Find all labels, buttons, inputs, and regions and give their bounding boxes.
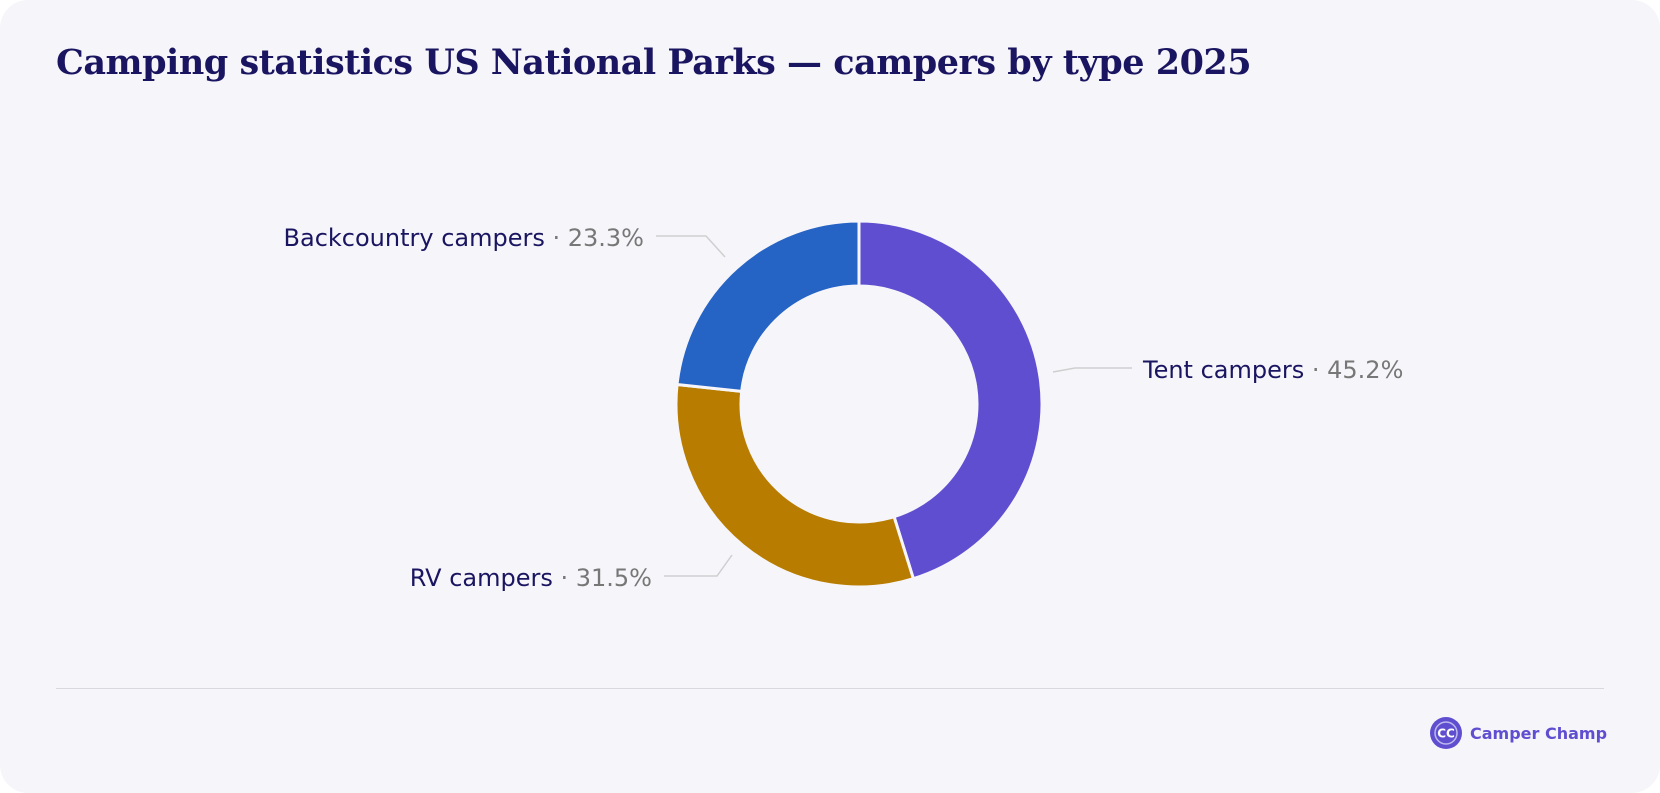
slice-label-percent: · 23.3% [545, 224, 644, 252]
slice-tent-campers [857, 219, 1044, 581]
slice-label-rv-campers: RV campers · 31.5% [410, 564, 652, 592]
slice-rv-campers [674, 382, 915, 589]
slice-label-name: Tent campers [1142, 356, 1304, 384]
donut-chart: Tent campers · 45.2% RV campers · 31.5% Ba… [284, 219, 1404, 592]
slice-label-backcountry-campers: Backcountry campers · 23.3% [284, 224, 644, 252]
slice-backcountry-campers [675, 219, 861, 393]
slice-label-percent: · 45.2% [1304, 356, 1403, 384]
slice-label-tent-campers: Tent campers · 45.2% [1142, 356, 1403, 384]
donut-slices [674, 219, 1044, 589]
slice-label-percent: · 31.5% [553, 564, 652, 592]
brand-logo-text: CC [1437, 727, 1455, 741]
brand-logo-icon: CC [1430, 717, 1462, 749]
slice-label-name: RV campers [410, 564, 553, 592]
slice-label-name: Backcountry campers [284, 224, 545, 252]
leader-line-rv-campers [664, 554, 733, 577]
chart-title: Camping statistics US National Parks — c… [56, 42, 1252, 83]
brand-name: Camper Champ [1470, 723, 1608, 743]
leader-line-backcountry-campers [656, 235, 726, 258]
leader-line-tent-campers [1052, 367, 1132, 373]
leader-lines [656, 235, 1132, 577]
brand-footer[interactable]: CC Camper Champ [1430, 716, 1607, 750]
footer-divider [56, 688, 1604, 689]
slice-labels: Tent campers · 45.2% RV campers · 31.5% Ba… [284, 224, 1404, 592]
